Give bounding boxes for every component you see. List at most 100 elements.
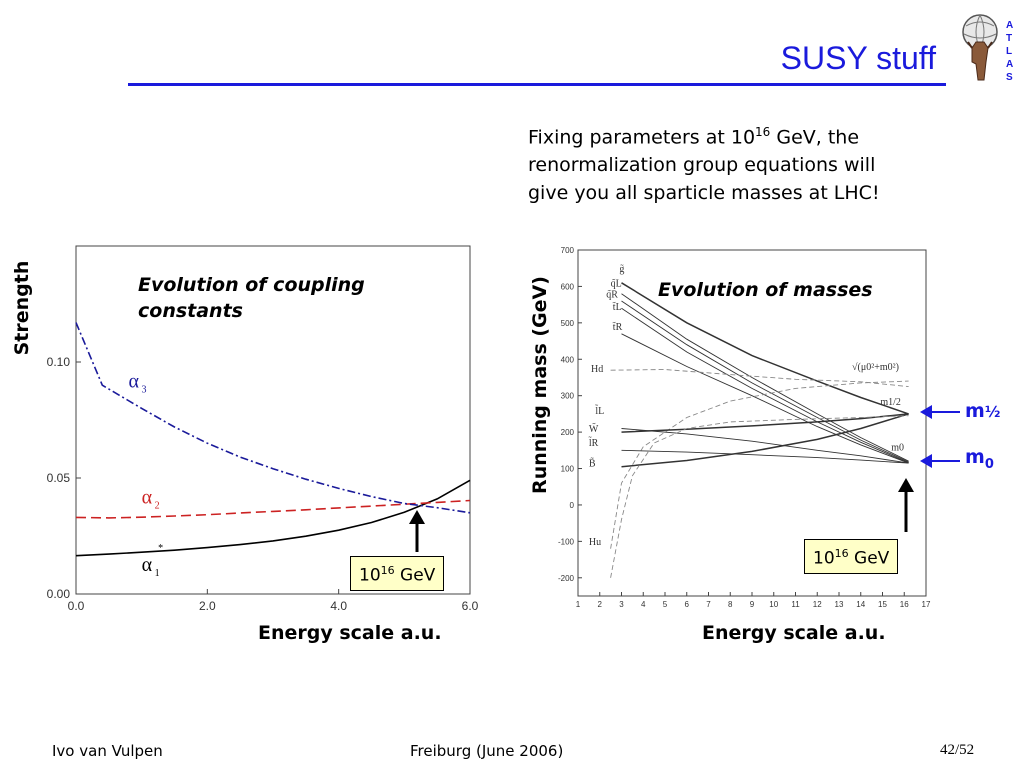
y-tick-label: 0.00 — [47, 587, 71, 601]
annot-m0: m0 — [891, 442, 904, 453]
mass-series-line — [610, 415, 909, 578]
x-tick-label: 15 — [878, 600, 887, 609]
curve-label: Hu — [589, 537, 601, 548]
left-caption-line1: Evolution of coupling — [138, 274, 365, 296]
x-tick-label: 2.0 — [199, 599, 216, 613]
y-tick-label: 600 — [561, 282, 575, 291]
x-tick-label: 11 — [791, 600, 800, 609]
x-tick-label: 17 — [922, 600, 931, 609]
y-tick-label: 300 — [561, 392, 575, 401]
m0-arrow-icon — [920, 454, 960, 468]
mass-series-line — [621, 307, 909, 464]
alpha1-mark: * — [158, 543, 163, 554]
logo-letter: T — [1006, 33, 1012, 44]
curve-label: t̃R — [613, 321, 623, 333]
coupling-chart: 0.0 2.0 4.0 6.00.000.050.10 α 1α 2α 3* — [47, 245, 479, 613]
x-tick-label: 4.0 — [330, 599, 347, 613]
mass-series-line — [621, 449, 909, 464]
mass-series-line — [621, 300, 909, 463]
x-tick-label: 10 — [769, 600, 778, 609]
alpha-sub-1: 1 — [155, 568, 160, 579]
alpha-sub-2: 2 — [155, 501, 160, 512]
curve-label: l̃R — [588, 436, 598, 449]
title-divider — [128, 83, 946, 86]
alpha-sub-3: 3 — [142, 385, 147, 396]
curve-label: l̃L — [595, 404, 604, 417]
mass-series-line — [621, 282, 909, 415]
logo-letter: A — [1006, 59, 1013, 70]
slide-title: SUSY stuff — [780, 40, 936, 76]
intro-line1: Fixing parameters at 10 — [528, 126, 756, 149]
alpha-label-1: α — [142, 554, 153, 576]
m0-label: m0 — [965, 446, 994, 472]
footer-page-number: 42/52 — [940, 742, 975, 758]
right-callout-base: 10 — [813, 548, 835, 569]
left-caption: Evolution of coupling constants — [138, 272, 365, 324]
alpha-label-3: α — [129, 371, 140, 393]
right-arrow-icon — [898, 478, 914, 532]
series-line-alpha3 — [75, 322, 471, 514]
m-half-arrow-icon — [920, 405, 960, 419]
x-tick-label: 5 — [663, 600, 668, 609]
y-tick-label: 400 — [561, 355, 575, 364]
right-caption: Evolution of masses — [658, 279, 873, 301]
x-tick-label: 7 — [706, 600, 711, 609]
left-callout-sup: 16 — [380, 564, 395, 577]
x-tick-label: 3 — [619, 600, 624, 609]
y-tick-label: 200 — [561, 428, 575, 437]
x-tick-label: 0.0 — [68, 599, 85, 613]
m-half-letter: m — [965, 400, 985, 422]
right-callout-sup: 16 — [834, 547, 849, 560]
curve-label: B̃ — [589, 457, 596, 470]
x-tick-label: 16 — [900, 600, 909, 609]
curve-label: g̃ — [619, 264, 624, 275]
mass-plot-frame — [577, 249, 927, 597]
annot-mhalf: m1/2 — [880, 397, 901, 408]
right-ylabel: Running mass (GeV) — [529, 276, 551, 494]
right-xlabel: Energy scale a.u. — [702, 622, 886, 644]
x-tick-label: 8 — [728, 600, 733, 609]
logo-letter: A — [1006, 20, 1013, 31]
mass-series-line — [610, 380, 909, 549]
x-tick-label: 1 — [576, 600, 581, 609]
intro-line3: give you all sparticle masses at LHC! — [528, 182, 880, 205]
left-callout-base: 10 — [359, 565, 381, 586]
x-tick-label: 6.0 — [462, 599, 479, 613]
y-tick-label: -200 — [558, 574, 575, 583]
x-tick-label: 12 — [813, 600, 822, 609]
annot-sqrt: √(μ0²+m0²) — [852, 362, 899, 373]
y-tick-label: 0.10 — [47, 355, 71, 369]
left-callout: 1016 GeV — [350, 556, 445, 591]
curve-label: Hd — [591, 364, 603, 375]
curve-label: q̃L — [611, 278, 622, 289]
x-tick-label: 4 — [641, 600, 646, 609]
x-tick-label: 6 — [685, 600, 690, 609]
right-callout-unit: GeV — [848, 548, 890, 569]
alpha-label-2: α — [142, 487, 153, 509]
left-arrow-icon — [409, 510, 425, 552]
series-line-alpha2 — [75, 499, 471, 519]
curve-label: W̃ — [589, 422, 599, 435]
mass-series-line — [621, 333, 909, 464]
intro-line1-end: GeV, the — [770, 126, 860, 149]
m0-letter: m — [965, 446, 985, 468]
right-callout: 1016 GeV — [804, 539, 899, 574]
intro-line2: renormalization group equations will — [528, 154, 876, 177]
x-tick-label: 2 — [598, 600, 603, 609]
y-tick-label: 0 — [570, 501, 575, 510]
y-tick-label: -100 — [558, 537, 575, 546]
mass-series-line — [621, 413, 909, 468]
series-line-alpha1 — [75, 479, 471, 557]
y-tick-label: 0.05 — [47, 471, 71, 485]
logo-letter: S — [1006, 72, 1013, 83]
mass-series-line — [621, 293, 909, 462]
m0-sub: 0 — [984, 456, 994, 472]
x-tick-label: 13 — [835, 600, 844, 609]
intro-sup: 16 — [755, 125, 771, 139]
m-half-sub: ½ — [984, 403, 1001, 421]
footer-author: Ivo van Vulpen — [52, 742, 163, 760]
logo-letter: L — [1006, 46, 1012, 57]
y-tick-label: 700 — [561, 246, 575, 255]
mass-series-line — [621, 413, 909, 433]
footer-event: Freiburg (June 2006) — [410, 742, 564, 760]
